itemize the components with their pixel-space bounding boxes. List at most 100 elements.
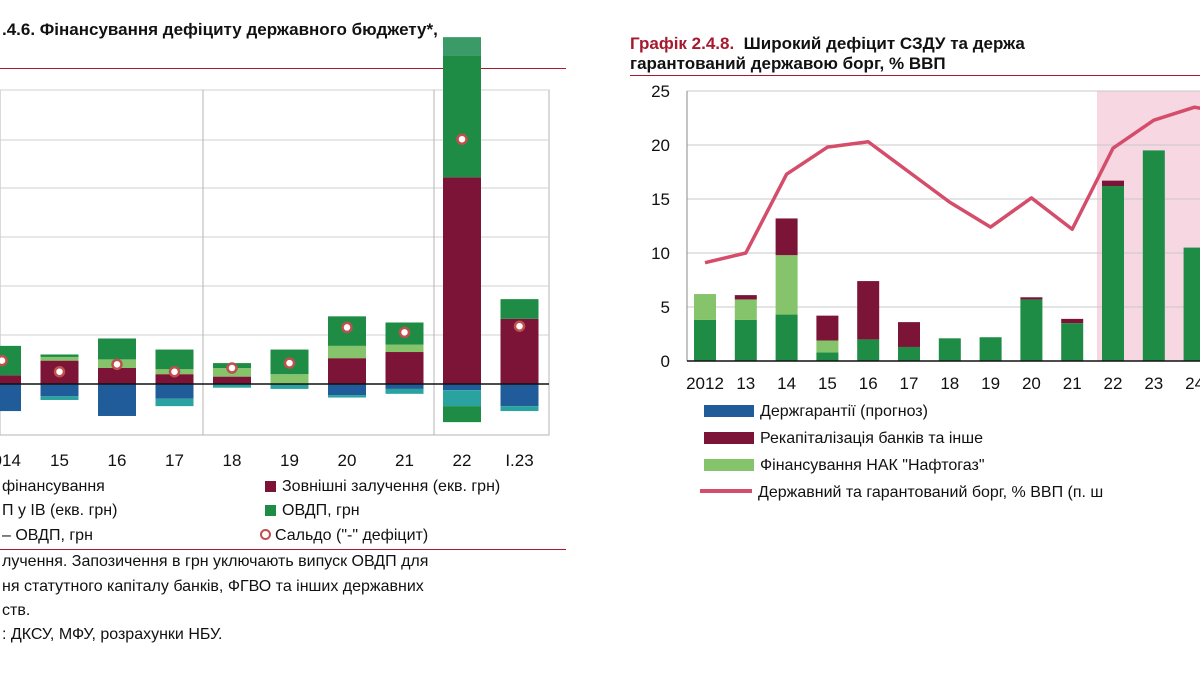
left-bar-segment [328, 384, 366, 396]
right-bar-segment [857, 339, 880, 361]
left-legend-label: Сальдо ("-" дефіцит) [275, 527, 429, 544]
right-bar-segment [816, 315, 839, 341]
right-legend-label: Держгарантії (прогноз) [760, 403, 928, 420]
left-balance-marker [341, 321, 353, 334]
right-legend-label: Державний та гарантований борг, % ВВП (п… [758, 484, 1104, 501]
right-legend-swatch [700, 489, 752, 493]
left-balance-marker [111, 358, 123, 371]
right-x-tick-label: 16 [859, 374, 878, 393]
right-x-tick-label: 23 [1144, 374, 1163, 393]
left-chart-title: .4.6. Фінансування дефіциту державного б… [2, 20, 438, 39]
left-legend-rule [0, 549, 566, 550]
right-legend-label: Рекапіталізація банків та інше [760, 430, 983, 447]
left-bar-segment [500, 384, 539, 407]
left-bar-segment [443, 37, 481, 56]
left-bar-segment [155, 349, 194, 370]
right-bar-segment [734, 319, 757, 361]
left-balance-marker [168, 365, 181, 378]
left-x-tick-label: 19 [280, 451, 299, 470]
left-balance-marker [513, 320, 526, 332]
right-bar-segment [898, 322, 920, 347]
right-chart-title-line-2: гарантований державою борг, % ВВП [630, 54, 946, 73]
right-x-tick-label: 2012 [686, 374, 724, 393]
left-legend-swatch [260, 529, 271, 540]
left-bar-segment [0, 375, 21, 384]
left-balance-marker [226, 362, 238, 374]
left-legend-label: ОВДП, грн [282, 502, 360, 519]
right-bar-segment [775, 218, 798, 256]
left-bar-segment [328, 345, 366, 359]
left-bar-segment [98, 368, 136, 384]
left-bar-segment [155, 384, 194, 399]
left-legend-label: Зовнішні залучення (екв. грн) [282, 478, 501, 495]
right-x-tick-label: 20 [1022, 374, 1041, 393]
right-bar-segment [938, 338, 961, 361]
right-y-tick-label: 15 [651, 190, 670, 209]
right-x-tick-label: 21 [1063, 374, 1082, 393]
left-legend-item: ОВДП, грн [265, 502, 360, 520]
left-x-tick-label: 17 [165, 451, 184, 470]
left-bar-segment [328, 358, 366, 384]
right-y-tick-label: 0 [661, 352, 670, 371]
right-legend-item: Державний та гарантований борг, % ВВП (п… [700, 484, 1103, 502]
right-x-tick-label: 17 [900, 374, 919, 393]
left-bar-segment [40, 396, 79, 400]
right-bar-segment [1061, 318, 1084, 324]
left-bar-segment [0, 384, 21, 412]
right-title-rule [630, 75, 1200, 76]
left-x-tick-label: I.23 [505, 451, 533, 470]
left-bar-segment [443, 390, 481, 407]
left-x-tick-label: 20 [338, 451, 357, 470]
left-bar-segment [40, 356, 79, 361]
left-legend-label: П у ІВ (екв. грн) [2, 502, 118, 519]
right-bar-segment [1020, 299, 1043, 361]
right-bar-segment [694, 319, 716, 361]
left-bar-segment [500, 406, 539, 412]
left-bar-segment [500, 299, 539, 319]
left-note-line-2: ня статутного капіталу банків, ФГВО та і… [2, 578, 424, 595]
right-legend-item: Фінансування НАК "Нафтогаз" [704, 457, 985, 475]
right-legend-label: Фінансування НАК "Нафтогаз" [760, 457, 985, 474]
left-note-line-1: лучення. Запозичення в грн уключають вип… [2, 553, 429, 570]
right-legend-swatch [704, 405, 754, 417]
left-balance-marker [0, 354, 8, 367]
right-bar-line-chart: 0510152025201213141516171819202122232425 [651, 82, 1200, 393]
right-y-tick-label: 10 [651, 244, 670, 263]
right-bar-segment [816, 340, 839, 353]
left-legend-item: – ОВДП, грн [2, 527, 93, 545]
left-bar-segment [328, 395, 366, 398]
right-bar-segment [775, 255, 798, 315]
left-bar-segment [385, 388, 424, 394]
left-legend-item: фінансування [2, 478, 105, 496]
left-bar-segment [270, 384, 309, 389]
right-bar-segment [1183, 247, 1200, 361]
left-x-tick-label: 2014 [0, 451, 21, 470]
left-legend-label: – ОВДП, грн [2, 527, 93, 544]
right-bar-segment [898, 346, 920, 361]
left-bar-segment [213, 384, 251, 388]
left-legend-item: П у ІВ (екв. грн) [2, 502, 117, 520]
right-x-tick-label: 14 [777, 374, 796, 393]
left-chart-panel: .4.6. Фінансування дефіциту державного б… [0, 20, 566, 643]
right-bar-segment [775, 314, 798, 361]
left-bar-segment [443, 55, 481, 178]
left-bar-segment [385, 344, 424, 353]
left-bar-segment [443, 177, 481, 384]
right-bar-segment [1061, 323, 1084, 361]
right-chart-title-line-1: Графік 2.4.8. Широкий дефіцит СЗДУ та де… [630, 34, 1025, 54]
right-x-tick-label: 22 [1104, 374, 1123, 393]
left-legend-swatch [265, 481, 276, 492]
right-x-tick-label: 19 [981, 374, 1000, 393]
right-x-tick-label: 18 [940, 374, 959, 393]
left-balance-marker [53, 365, 66, 378]
left-bar-segment [155, 398, 194, 407]
left-bar-segment [213, 376, 251, 384]
left-bar-segment [0, 345, 21, 376]
right-legend-swatch [704, 459, 754, 471]
left-note-line-3: ств. [2, 602, 31, 619]
right-bar-segment [1142, 150, 1165, 361]
right-x-tick-label: 15 [818, 374, 837, 393]
right-legend-swatch [704, 432, 754, 444]
right-y-tick-label: 25 [651, 82, 670, 101]
left-x-tick-label: 22 [453, 451, 472, 470]
